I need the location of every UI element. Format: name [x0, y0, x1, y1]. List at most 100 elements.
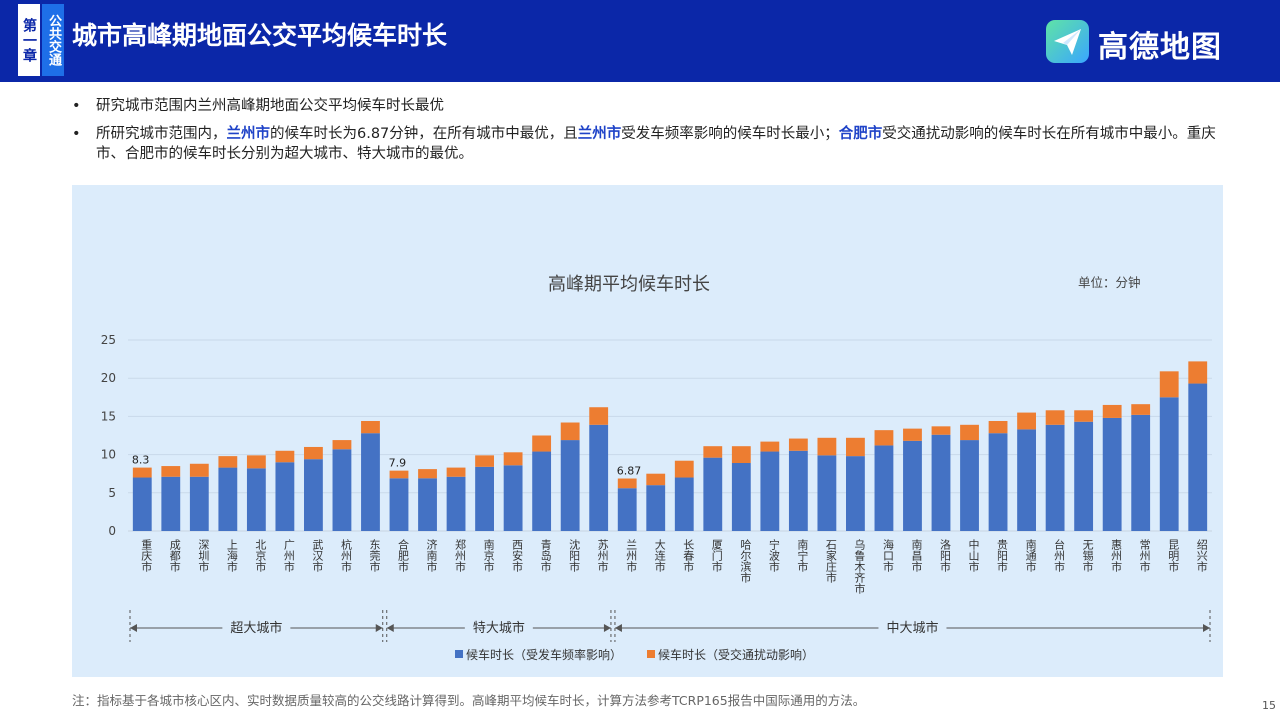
bar-frequency — [589, 424, 609, 531]
bar-frequency — [1074, 421, 1094, 531]
x-tick-label: 济南市 — [425, 538, 438, 573]
x-tick-label: 石家庄市 — [824, 539, 837, 584]
bar-frequency — [246, 468, 266, 531]
bar-disturbance — [161, 466, 181, 477]
y-tick-label: 15 — [101, 409, 116, 423]
y-tick-label: 25 — [101, 333, 116, 347]
highlight-city: 兰州市 — [226, 126, 271, 142]
bar-disturbance — [703, 446, 723, 458]
legend-label: 候车时长（受交通扰动影响） — [658, 647, 814, 662]
x-tick-label: 昆明市 — [1167, 539, 1180, 573]
legend-swatch-frequency — [455, 650, 463, 658]
y-tick-label: 5 — [108, 486, 116, 500]
chart-unit-label: 单位：分钟 — [1078, 275, 1141, 290]
group-label-bg — [464, 619, 533, 635]
bar-frequency — [960, 440, 979, 531]
bullet-text-segment: 所研究城市范围内， — [96, 126, 227, 142]
bar-disturbance — [1074, 410, 1094, 422]
bar-frequency — [218, 467, 238, 531]
bar-frequency — [189, 476, 209, 531]
bar-frequency — [361, 433, 380, 531]
chart-title: 高峰期平均候车时长 — [548, 274, 710, 295]
bar-disturbance — [275, 450, 295, 463]
data-label: 8.3 — [132, 454, 150, 467]
group-label-bg — [222, 619, 291, 635]
bar-frequency — [846, 456, 865, 531]
bar-frequency — [674, 477, 694, 531]
bullet-item: • 研究城市范围内兰州高峰期地面公交平均候车时长最优 — [70, 96, 1220, 116]
x-tick-label: 上海市 — [225, 539, 238, 573]
y-tick-label: 0 — [108, 524, 116, 538]
x-tick-label: 绍兴市 — [1195, 538, 1208, 573]
x-tick-label: 东莞市 — [368, 539, 381, 573]
x-tick-label: 常州市 — [1138, 539, 1151, 573]
bar-frequency — [788, 450, 808, 531]
bar-frequency — [1102, 417, 1122, 531]
highlight-city: 合肥市 — [838, 126, 883, 142]
bar-frequency — [874, 445, 894, 531]
bar-disturbance — [589, 407, 609, 425]
group-label: 超大城市 — [230, 620, 282, 636]
x-tick-label: 北京市 — [254, 539, 267, 573]
chapter-label: 第一章 — [18, 4, 40, 76]
group-label-bg — [878, 619, 947, 635]
data-label: 6.87 — [617, 465, 642, 478]
bar-frequency — [1131, 414, 1151, 531]
x-tick-label: 洛阳市 — [939, 538, 952, 573]
x-tick-label: 长春市 — [682, 539, 695, 573]
bar-disturbance — [1131, 404, 1151, 415]
bar-frequency — [332, 449, 352, 531]
x-tick-label: 重庆市 — [140, 538, 153, 573]
bar-disturbance — [760, 441, 780, 452]
bar-disturbance — [389, 470, 409, 479]
x-tick-label: 深圳市 — [197, 539, 210, 573]
bar-disturbance — [560, 422, 580, 441]
x-tick-label: 台州市 — [1053, 538, 1066, 573]
bar-frequency — [132, 477, 152, 531]
bar-disturbance — [874, 430, 894, 446]
bar-frequency — [304, 459, 323, 531]
bar-frequency — [1045, 424, 1065, 531]
bar-disturbance — [646, 473, 666, 486]
x-tick-label: 沈阳市 — [568, 538, 581, 573]
bar-disturbance — [731, 446, 751, 464]
chapter-badge: 第一章 公共交通 — [18, 4, 66, 76]
bullet-item: • 所研究城市范围内，兰州市的候车时长为6.87分钟，在所有城市中最优，且兰州市… — [70, 124, 1220, 164]
x-tick-label: 南京市 — [482, 539, 495, 573]
x-tick-label: 武汉市 — [311, 539, 324, 573]
bullet-text: 研究城市范围内兰州高峰期地面公交平均候车时长最优 — [96, 98, 444, 114]
bar-frequency — [389, 478, 409, 531]
x-tick-label: 乌鲁木齐市 — [853, 538, 866, 595]
bar-disturbance — [1017, 412, 1036, 430]
x-tick-label: 惠州市 — [1110, 538, 1123, 573]
bullet-text-segment: 受发车频率影响的候车时长最小； — [621, 126, 839, 142]
arrow-right-icon — [1203, 624, 1210, 632]
x-tick-label: 贵阳市 — [996, 539, 1009, 573]
x-tick-label: 南通市 — [1024, 539, 1037, 573]
bullet-text-segment: 的候车时长为6.87分钟，在所有城市中最优，且 — [270, 126, 578, 142]
bar-disturbance — [903, 428, 922, 441]
y-tick-label: 10 — [101, 448, 116, 462]
x-tick-label: 南昌市 — [910, 539, 923, 573]
bar-frequency — [988, 433, 1008, 531]
x-tick-label: 杭州市 — [339, 538, 352, 573]
x-tick-label: 广州市 — [282, 539, 295, 573]
bar-disturbance — [332, 440, 352, 450]
bar-frequency — [532, 451, 552, 531]
bar-frequency — [1017, 429, 1036, 531]
brand-logo: 高德地图 — [1046, 20, 1236, 65]
bar-disturbance — [1159, 371, 1179, 398]
bullet-text-segment: 受交通扰动影响的候车时长在所有城市中最小。重庆市、合肥市的候车时长分别为超大城市… — [96, 126, 1216, 162]
bar-disturbance — [132, 467, 152, 478]
bar-frequency — [817, 455, 837, 531]
bar-frequency — [446, 476, 466, 531]
bar-disturbance — [418, 469, 437, 479]
bar-disturbance — [788, 438, 808, 451]
bar-frequency — [503, 465, 523, 531]
bar-disturbance — [246, 455, 266, 469]
bar-frequency — [760, 451, 780, 531]
page-number: 15 — [1262, 699, 1276, 712]
bar-disturbance — [304, 446, 323, 460]
bar-disturbance — [674, 460, 694, 478]
